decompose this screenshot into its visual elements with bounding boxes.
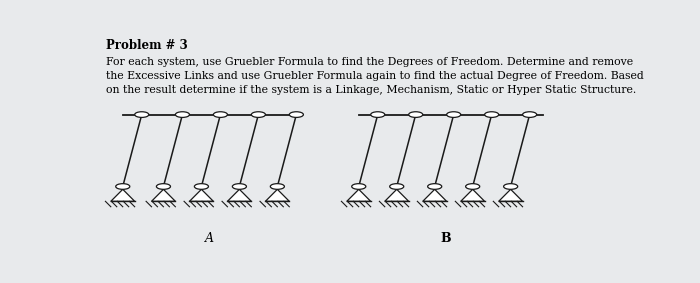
Circle shape xyxy=(289,112,303,117)
Polygon shape xyxy=(228,189,251,201)
Circle shape xyxy=(214,112,228,117)
Polygon shape xyxy=(346,189,371,201)
Circle shape xyxy=(195,184,209,189)
Polygon shape xyxy=(385,189,409,201)
Circle shape xyxy=(428,184,442,189)
Text: A: A xyxy=(205,232,214,245)
Text: Problem # 3: Problem # 3 xyxy=(106,39,188,52)
Circle shape xyxy=(156,184,171,189)
Circle shape xyxy=(270,184,284,189)
Circle shape xyxy=(447,112,461,117)
Circle shape xyxy=(371,112,385,117)
Circle shape xyxy=(503,184,518,189)
Circle shape xyxy=(232,184,246,189)
Circle shape xyxy=(176,112,190,117)
Text: For each system, use Gruebler Formula to find the Degrees of Freedom. Determine : For each system, use Gruebler Formula to… xyxy=(106,57,644,95)
Circle shape xyxy=(466,184,480,189)
Polygon shape xyxy=(190,189,214,201)
Polygon shape xyxy=(111,189,134,201)
Polygon shape xyxy=(461,189,484,201)
Circle shape xyxy=(116,184,130,189)
Polygon shape xyxy=(151,189,176,201)
Circle shape xyxy=(351,184,366,189)
Circle shape xyxy=(484,112,498,117)
Circle shape xyxy=(134,112,149,117)
Polygon shape xyxy=(498,189,523,201)
Polygon shape xyxy=(265,189,289,201)
Text: B: B xyxy=(440,232,451,245)
Polygon shape xyxy=(423,189,447,201)
Circle shape xyxy=(523,112,537,117)
Circle shape xyxy=(409,112,423,117)
Circle shape xyxy=(251,112,265,117)
Circle shape xyxy=(390,184,404,189)
